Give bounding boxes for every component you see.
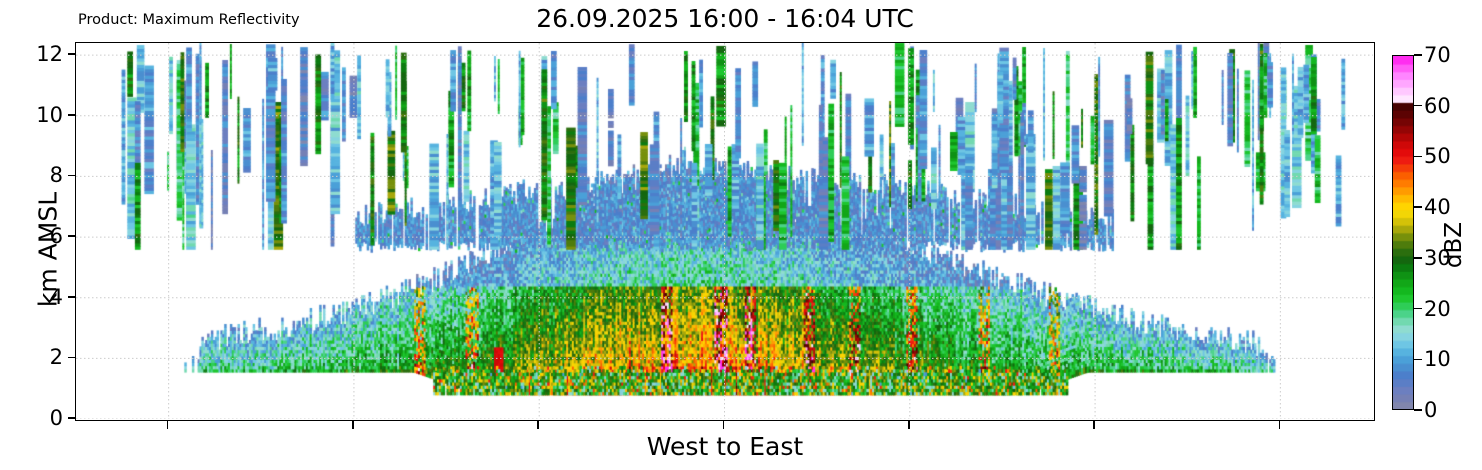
x-axis-label: West to East [646, 432, 804, 461]
y-tick-mark [68, 174, 76, 177]
x-tick-mark [352, 421, 354, 429]
colorbar-tick-mark [1414, 307, 1422, 310]
colorbar-tick-label: 10 [1424, 347, 1451, 372]
colorbar-tick-label: 60 [1424, 93, 1451, 118]
x-tick-mark [1093, 421, 1095, 429]
x-tick-mark [537, 421, 539, 429]
colorbar-tick-mark [1414, 54, 1422, 56]
colorbar-tick-label: 40 [1424, 195, 1451, 220]
colorbar-tick-mark [1414, 257, 1422, 259]
y-tick-mark [68, 53, 76, 55]
colorbar-tick-label: 0 [1424, 398, 1438, 422]
plot-area [75, 42, 1375, 421]
colorbar-tick-label: 50 [1424, 144, 1451, 169]
y-tick-mark [68, 356, 76, 359]
colorbar-tick-label: 70 [1424, 43, 1451, 67]
colorbar-tick-mark [1414, 206, 1422, 208]
colorbar-tick-label: 30 [1424, 245, 1451, 270]
y-tick-label: 12 [36, 42, 63, 67]
x-tick-mark [722, 421, 725, 429]
y-tick-mark [68, 235, 76, 237]
colorbar-tick-mark [1414, 155, 1422, 158]
colorbar-tick-mark [1414, 104, 1422, 107]
y-tick-label: 8 [49, 163, 63, 188]
colorbar-tick-mark [1414, 409, 1422, 411]
colorbar [1392, 55, 1414, 410]
y-tick-label: 10 [36, 102, 63, 127]
x-tick-mark [907, 421, 910, 429]
colorbar-title: dBZ [1441, 221, 1467, 269]
colorbar-gradient [1392, 55, 1414, 410]
x-tick-mark [1278, 421, 1281, 429]
product-label: Product: Maximum Reflectivity [78, 12, 300, 28]
y-tick-label: 6 [49, 224, 63, 249]
y-tick-label: 2 [49, 345, 63, 370]
radar-heatmap-canvas [76, 43, 1373, 419]
chart-title: 26.09.2025 16:00 - 16:04 UTC [536, 4, 914, 33]
y-tick-label: 4 [49, 284, 63, 309]
y-tick-mark [68, 417, 76, 419]
colorbar-tick-label: 20 [1424, 296, 1451, 321]
colorbar-tick-mark [1414, 358, 1422, 361]
x-tick-mark [166, 421, 169, 429]
y-tick-label: 0 [49, 406, 63, 430]
y-tick-mark [68, 295, 76, 298]
y-tick-mark [68, 113, 76, 116]
